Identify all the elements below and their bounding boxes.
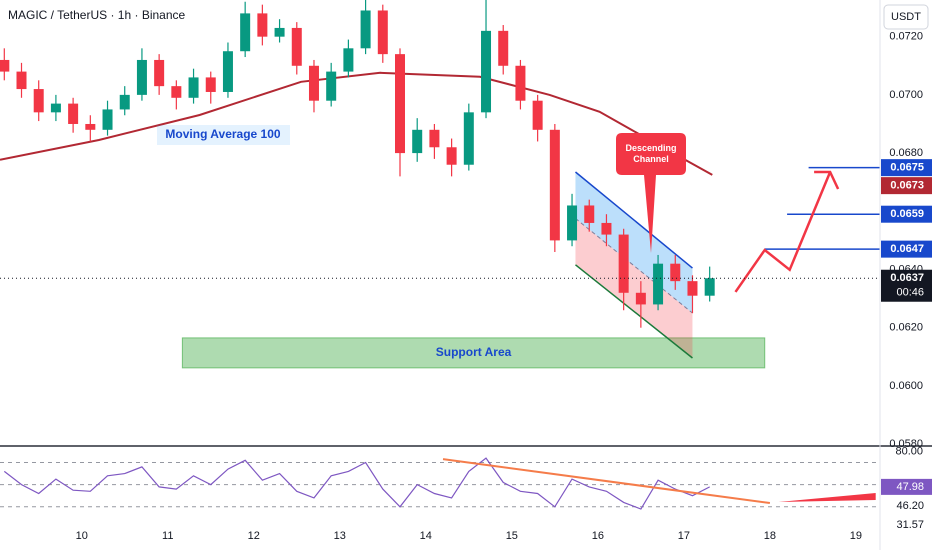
price-countdown: 00:46	[896, 287, 924, 299]
y-tick-label: 0.0620	[889, 322, 923, 334]
candle-body	[532, 100, 543, 130]
price-axis: 0.07200.07000.06800.06400.06200.06000.05…	[881, 31, 932, 531]
price-tag-label: 0.0637	[890, 272, 924, 284]
candle-body	[136, 59, 147, 95]
y-tick-label: 0.0600	[889, 380, 923, 392]
channel-lower-line	[575, 264, 693, 359]
candle-body	[154, 59, 165, 87]
chart-title: MAGIC / TetherUS · 1h · Binance	[8, 8, 186, 22]
channel-upper-line	[575, 171, 693, 269]
y-tick-label: 0.0700	[889, 89, 923, 101]
projection-arrowhead	[814, 170, 840, 190]
candle-body	[205, 77, 216, 92]
x-tick-label: 14	[420, 530, 432, 542]
support-label: Support Area	[436, 345, 512, 359]
candle-body	[567, 205, 578, 241]
plot: Support Area Moving Average 100 Descending…	[0, 0, 880, 542]
rsi-tag-label: 47.98	[896, 481, 924, 493]
candle-body	[16, 71, 27, 90]
candle-body	[308, 65, 319, 101]
candle-body	[704, 278, 715, 296]
candle-body	[463, 112, 474, 165]
candle-body	[670, 263, 681, 282]
candle-body	[446, 147, 457, 165]
rsi-line	[3, 457, 710, 510]
rsi-trendline	[442, 458, 771, 505]
candle-body	[68, 103, 79, 124]
candle-body	[653, 263, 664, 305]
candle-body	[222, 51, 233, 92]
rsi-tag-label: 31.57	[896, 519, 924, 531]
x-tick-label: 15	[506, 530, 518, 542]
moving-average	[0, 71, 713, 176]
price-tag	[881, 159, 932, 177]
candle-body	[343, 48, 354, 72]
candle-body	[377, 10, 388, 55]
x-tick-label: 10	[76, 530, 88, 542]
candle-body	[274, 27, 285, 37]
candle-body	[498, 30, 509, 66]
candle-body	[257, 13, 268, 37]
x-tick-label: 12	[248, 530, 260, 542]
x-tick-label: 16	[592, 530, 604, 542]
candle-body	[618, 234, 629, 293]
rsi-tag	[881, 478, 932, 495]
candle-body	[481, 30, 492, 113]
support-area	[181, 337, 766, 369]
price-tag	[881, 177, 932, 195]
rsi-divergence	[778, 493, 876, 503]
candle-body	[188, 77, 199, 98]
price-tag	[881, 269, 932, 302]
candle-body	[50, 103, 61, 113]
x-tick-label: 11	[162, 530, 173, 542]
candle-body	[291, 27, 302, 66]
rsi-tag-label: 46.20	[896, 500, 924, 512]
candle-body	[395, 54, 405, 154]
candle-body	[33, 89, 44, 113]
y-tick-label: 0.0580	[889, 438, 923, 450]
candle-body	[635, 292, 646, 305]
candle-body	[171, 86, 182, 98]
price-tag-label: 0.0647	[890, 243, 924, 255]
y-tick-label: 0.0680	[889, 147, 923, 159]
channel-callout-label: Descending Channel	[625, 143, 676, 164]
price-tag	[881, 205, 932, 223]
price-tag-label: 0.0659	[890, 208, 924, 220]
candle-body	[429, 129, 440, 148]
x-tick-label: 19	[850, 530, 862, 542]
ma-label: Moving Average 100	[165, 127, 280, 141]
candle-body	[326, 71, 337, 101]
x-tick-label: 17	[678, 530, 690, 542]
projection-path	[734, 171, 832, 293]
channel-lower-fill	[575, 218, 693, 358]
currency-button[interactable]	[883, 4, 929, 30]
candle-body	[412, 129, 423, 154]
candle-body	[601, 222, 612, 235]
price-tag	[881, 240, 932, 258]
candle-body	[515, 65, 526, 101]
candle-body	[360, 10, 371, 49]
candle-body	[0, 59, 10, 72]
y-tick-label: 0.0720	[889, 31, 923, 43]
candle-body	[102, 109, 113, 130]
candle-body	[549, 129, 560, 241]
price-tag-label: 0.0675	[890, 162, 924, 174]
rsi-tick-label: 80.00	[895, 445, 923, 457]
x-tick-label: 13	[334, 530, 346, 542]
candle-body	[584, 205, 595, 223]
candle-body	[240, 13, 251, 52]
candle-body	[85, 123, 96, 130]
price-tag-label: 0.0673	[890, 180, 924, 192]
channel-callout	[616, 133, 686, 253]
x-tick-label: 18	[764, 530, 776, 542]
channel-upper-fill	[575, 172, 693, 314]
ma-label-bg	[157, 125, 290, 145]
candle-body	[687, 281, 698, 296]
candle-body	[119, 94, 130, 110]
currency-label[interactable]: USDT	[891, 11, 921, 23]
